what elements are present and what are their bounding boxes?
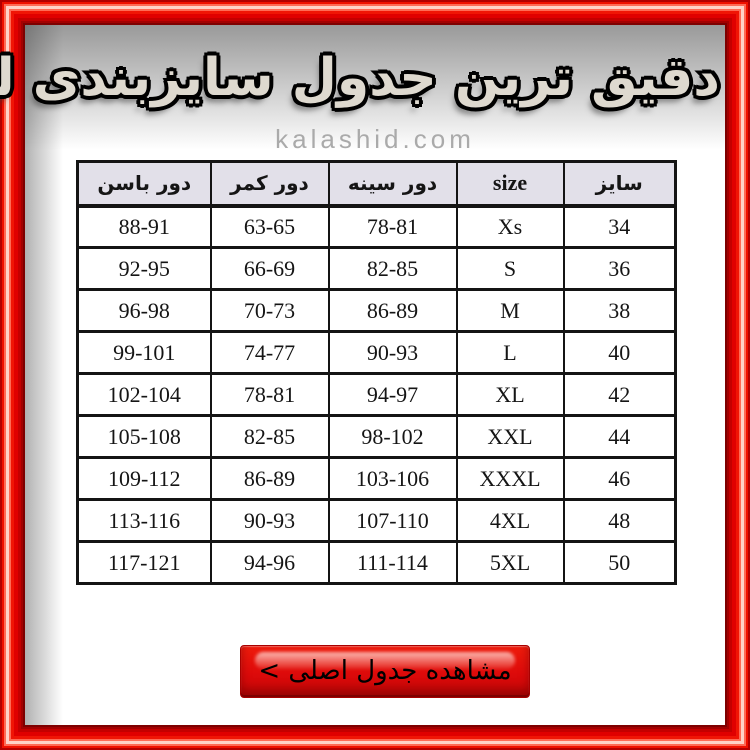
table-cell: 103-106 (327, 456, 458, 501)
table-row: 38 M 86-89 70-73 96-98 (76, 288, 677, 333)
column-header-waist: دور کمر (209, 160, 330, 208)
table-row: 48 4XL 107-110 90-93 113-116 (76, 498, 677, 543)
table-row: 42 XL 94-97 78-81 102-104 (76, 372, 677, 417)
page-title: دقیق ترین جدول سایزبندی لباس (0, 45, 723, 111)
table-cell: 86-89 (209, 456, 330, 501)
table-row: 34 Xs 78-81 63-65 88-91 (76, 204, 677, 249)
table-cell: 96-98 (76, 288, 212, 333)
table-cell: 50 (562, 540, 677, 585)
table-cell: 113-116 (76, 498, 212, 543)
table-cell: 98-102 (327, 414, 458, 459)
table-cell: 86-89 (327, 288, 458, 333)
table-cell: L (455, 330, 565, 375)
header-row: سایز size دور سینه دور کمر دور باسن (76, 160, 677, 208)
button-label: مشاهده جدول اصلی > (258, 656, 512, 686)
column-header-chest: دور سینه (327, 160, 458, 208)
table-cell: 117-121 (76, 540, 212, 585)
size-table: سایز size دور سینه دور کمر دور باسن 34 Xs… (76, 160, 677, 585)
table-cell: 5XL (455, 540, 565, 585)
table-cell: 44 (562, 414, 677, 459)
table-cell: 82-85 (209, 414, 330, 459)
table-row: 36 S 82-85 66-69 92-95 (76, 246, 677, 291)
table-cell: 66-69 (209, 246, 330, 291)
size-table-body: 34 Xs 78-81 63-65 88-91 36 S 82-85 66-69 92-95 38 M… (76, 204, 677, 585)
table-cell: 88-91 (76, 204, 212, 249)
table-row: 50 5XL 111-114 94-96 117-121 (76, 540, 677, 585)
table-cell: 36 (562, 246, 677, 291)
table-cell: 70-73 (209, 288, 330, 333)
table-cell: 90-93 (327, 330, 458, 375)
table-cell: 78-81 (209, 372, 330, 417)
table-cell: 94-97 (327, 372, 458, 417)
table-cell: 42 (562, 372, 677, 417)
table-cell: 102-104 (76, 372, 212, 417)
table-row: 40 L 90-93 74-77 99-101 (76, 330, 677, 375)
size-table-header: سایز size دور سینه دور کمر دور باسن (76, 160, 677, 208)
table-cell: 34 (562, 204, 677, 249)
table-cell: 63-65 (209, 204, 330, 249)
table-cell: 4XL (455, 498, 565, 543)
table-cell: XXL (455, 414, 565, 459)
table-cell: 90-93 (209, 498, 330, 543)
table-row: 46 XXXL 103-106 86-89 109-112 (76, 456, 677, 501)
table-cell: 48 (562, 498, 677, 543)
table-cell: 109-112 (76, 456, 212, 501)
table-cell: 38 (562, 288, 677, 333)
view-original-table-button[interactable]: مشاهده جدول اصلی > (240, 645, 530, 698)
table-cell: 111-114 (327, 540, 458, 585)
column-header-size-fa: سایز (562, 160, 677, 208)
table-cell: 46 (562, 456, 677, 501)
table-cell: M (455, 288, 565, 333)
table-cell: Xs (455, 204, 565, 249)
table-cell: 105-108 (76, 414, 212, 459)
table-cell: 94-96 (209, 540, 330, 585)
table-cell: XL (455, 372, 565, 417)
table-cell: 40 (562, 330, 677, 375)
table-cell: 92-95 (76, 246, 212, 291)
table-cell: XXXL (455, 456, 565, 501)
column-header-size-en: size (455, 160, 565, 208)
table-cell: 107-110 (327, 498, 458, 543)
watermark: kalashid.com (275, 124, 475, 154)
table-row: 44 XXL 98-102 82-85 105-108 (76, 414, 677, 459)
table-cell: 82-85 (327, 246, 458, 291)
table-cell: 78-81 (327, 204, 458, 249)
table-cell: 74-77 (209, 330, 330, 375)
table-cell: S (455, 246, 565, 291)
column-header-hip: دور باسن (76, 160, 212, 208)
table-cell: 99-101 (76, 330, 212, 375)
